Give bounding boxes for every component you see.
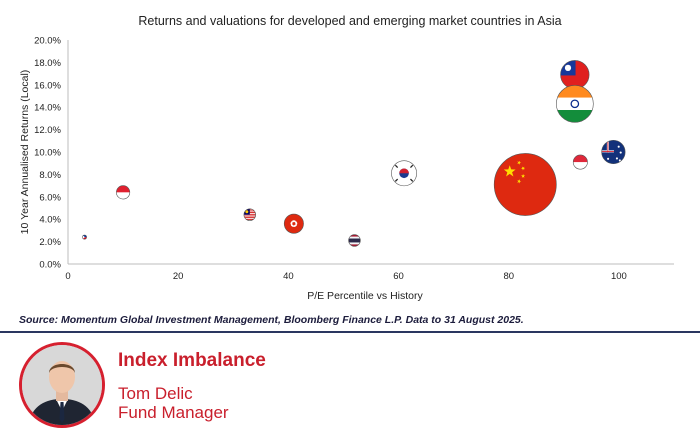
x-tick-label: 20 bbox=[173, 271, 184, 282]
y-tick-label: 10.0% bbox=[34, 148, 61, 159]
hong-kong-flag-point bbox=[283, 213, 304, 234]
china-flag-icon bbox=[494, 153, 557, 216]
y-tick-label: 0.0% bbox=[39, 260, 61, 271]
author-footer bbox=[0, 333, 700, 435]
person-photo-icon bbox=[22, 345, 102, 425]
thailand-flag-point bbox=[348, 234, 361, 247]
author-name: Tom Delic bbox=[118, 384, 193, 403]
x-tick-label: 100 bbox=[611, 271, 627, 282]
thailand-flag-icon bbox=[348, 234, 361, 247]
y-tick-label: 6.0% bbox=[39, 192, 61, 203]
philippines-flag-point bbox=[82, 234, 87, 240]
singapore-flag-icon bbox=[573, 154, 588, 170]
y-tick-label: 20.0% bbox=[34, 36, 61, 47]
indonesia-flag-icon bbox=[116, 185, 130, 200]
india-flag-icon bbox=[556, 85, 594, 123]
y-tick-label: 16.0% bbox=[34, 80, 61, 91]
x-tick-label: 0 bbox=[65, 271, 70, 282]
author-role: Fund Manager bbox=[118, 403, 229, 422]
x-tick-label: 60 bbox=[393, 271, 404, 282]
scatter-chart: Returns and valuations for developed and… bbox=[19, 14, 674, 302]
malaysia-flag-point bbox=[243, 208, 256, 221]
australia-flag-point bbox=[601, 139, 626, 165]
chart-points bbox=[82, 60, 626, 247]
china-flag-point bbox=[493, 153, 557, 216]
footer-title: Index Imbalance bbox=[118, 350, 266, 371]
x-tick-label: 80 bbox=[503, 271, 514, 282]
hong-kong-flag-icon bbox=[284, 214, 304, 234]
taiwan-flag-point bbox=[560, 60, 590, 90]
taiwan-flag-icon bbox=[560, 60, 590, 89]
indonesia-flag-point bbox=[116, 185, 131, 200]
y-tick-label: 18.0% bbox=[34, 58, 61, 69]
author-avatar bbox=[19, 342, 105, 428]
y-axis-label: 10 Year Annualised Returns (Local) bbox=[19, 70, 31, 235]
india-flag-point bbox=[556, 85, 594, 123]
chart-axes: 0.0% 2.0% 4.0% 6.0% 8.0% 10.0% 12.0% 14.0% 16.0%… bbox=[34, 36, 674, 282]
chart-title: Returns and valuations for developed and… bbox=[138, 14, 561, 28]
y-tick-label: 4.0% bbox=[39, 215, 61, 226]
y-tick-label: 2.0% bbox=[39, 237, 61, 248]
y-tick-label: 8.0% bbox=[39, 170, 61, 181]
singapore-flag-point bbox=[572, 154, 588, 170]
y-tick-label: 14.0% bbox=[34, 103, 61, 114]
south-korea-flag-icon bbox=[391, 160, 417, 186]
x-axis-label: P/E Percentile vs History bbox=[307, 290, 423, 302]
source-note: Source: Momentum Global Investment Manag… bbox=[19, 314, 524, 326]
y-tick-label: 12.0% bbox=[34, 125, 61, 136]
south-korea-flag-point bbox=[391, 160, 417, 187]
footer-divider bbox=[0, 331, 700, 333]
malaysia-flag-icon bbox=[243, 208, 256, 221]
x-tick-label: 40 bbox=[283, 271, 294, 282]
australia-flag-icon bbox=[601, 140, 626, 164]
philippines-flag-icon bbox=[82, 235, 87, 240]
